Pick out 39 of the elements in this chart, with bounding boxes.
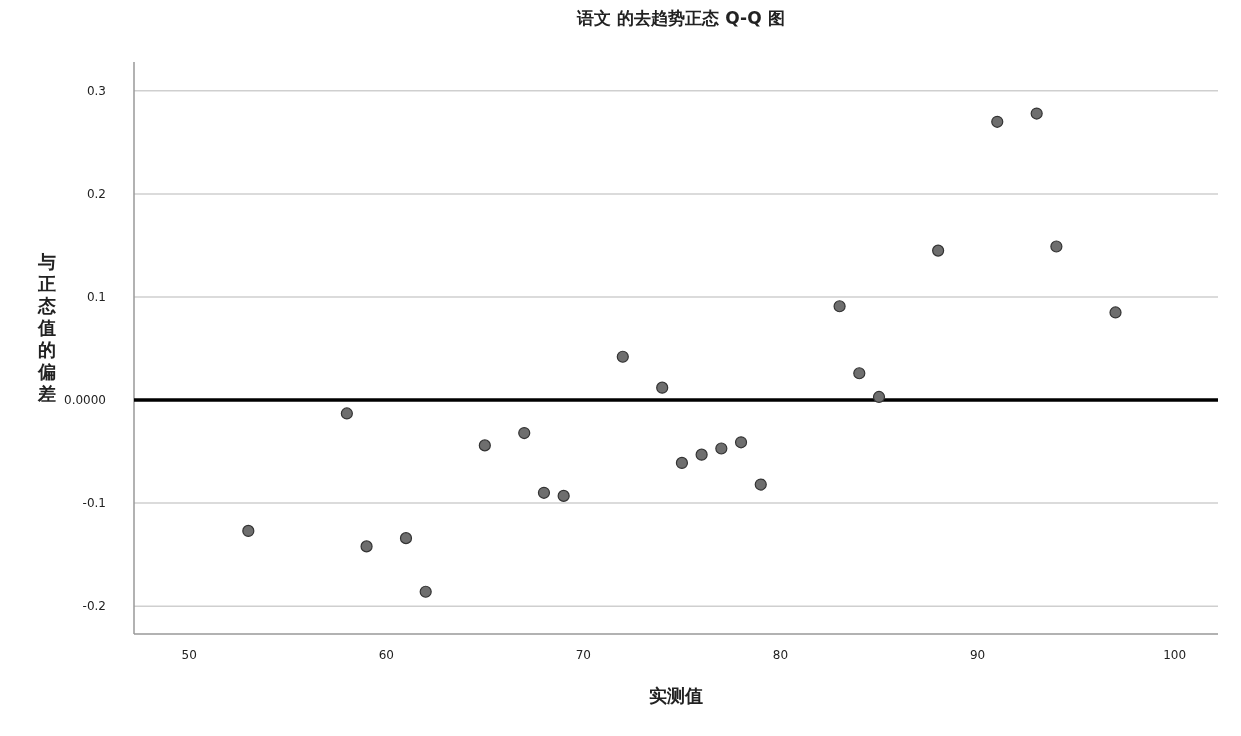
point bbox=[1050, 240, 1063, 253]
point bbox=[754, 478, 767, 491]
point bbox=[715, 442, 728, 455]
point bbox=[853, 367, 866, 380]
point bbox=[399, 532, 413, 545]
point bbox=[675, 456, 689, 470]
x-tick-label: 80 bbox=[772, 648, 789, 662]
point bbox=[478, 439, 491, 452]
y-tick-label: 0.1 bbox=[86, 289, 106, 304]
point bbox=[242, 524, 255, 538]
x-tick-label: 100 bbox=[1163, 648, 1187, 662]
point bbox=[991, 115, 1004, 128]
point bbox=[1109, 306, 1122, 319]
y-tick-label: 0.3 bbox=[86, 83, 106, 98]
point bbox=[734, 436, 748, 449]
point bbox=[656, 381, 669, 394]
x-tick-label: 50 bbox=[181, 648, 197, 662]
point bbox=[537, 486, 551, 499]
x-tick-label: 60 bbox=[378, 648, 394, 662]
point bbox=[695, 448, 708, 461]
x-tick-label: 90 bbox=[969, 648, 986, 662]
point bbox=[1030, 107, 1043, 120]
point bbox=[518, 426, 531, 440]
y-tick-label: -0.1 bbox=[82, 496, 106, 511]
point bbox=[340, 407, 353, 420]
x-axis-title: 实测值 bbox=[649, 685, 703, 706]
point bbox=[557, 489, 570, 502]
y-tick-label: -0.2 bbox=[82, 599, 106, 614]
x-tick-label: 70 bbox=[575, 648, 592, 662]
point bbox=[872, 390, 886, 404]
y-axis-title: 与正态值的偏差 bbox=[37, 251, 56, 404]
chart-title: 语文 的去趋势正态 Q-Q 图 bbox=[576, 8, 785, 28]
point bbox=[833, 300, 846, 313]
point bbox=[932, 244, 945, 257]
y-tick-label: 0.2 bbox=[86, 186, 106, 201]
point bbox=[616, 350, 629, 363]
y-tick-label: 0.0000 bbox=[64, 393, 106, 408]
point bbox=[360, 540, 373, 553]
point bbox=[419, 585, 432, 598]
